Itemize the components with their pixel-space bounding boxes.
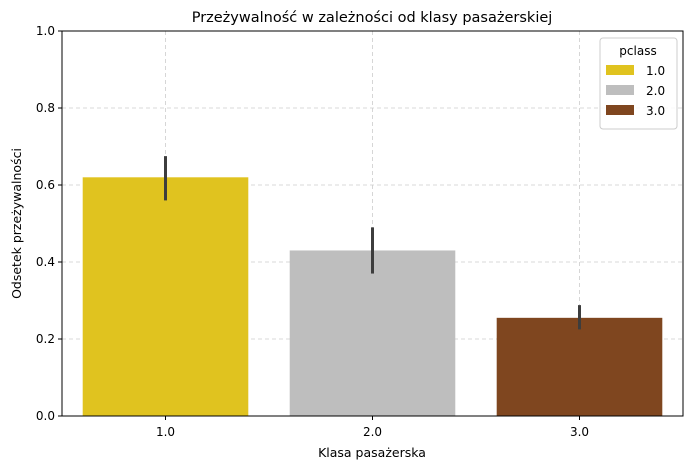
y-tick-label: 1.0 [36, 24, 55, 38]
x-tick-label: 1.0 [156, 425, 175, 439]
error-bars [164, 156, 581, 330]
y-tick-label: 0.0 [36, 409, 55, 423]
legend-entries: 1.0 2.0 3.0 [606, 64, 665, 118]
chart-title: Przeżywalność w zależności od klasy pasa… [192, 10, 553, 26]
bar-1.0 [82, 177, 249, 416]
legend: pclass 1.0 2.0 3.0 [599, 37, 678, 130]
legend-label: 3.0 [646, 104, 665, 118]
x-tick-label: 3.0 [570, 425, 589, 439]
legend-swatch-1.0 [606, 65, 634, 75]
x-axis-ticks: 1.0 2.0 3.0 [156, 416, 589, 439]
legend-label: 1.0 [646, 64, 665, 78]
bar-2.0 [289, 250, 456, 416]
x-axis-label: Klasa pasażerska [318, 445, 426, 460]
y-axis-ticks: 0.0 0.2 0.4 0.6 0.8 1.0 [36, 24, 62, 423]
legend-title: pclass [619, 44, 656, 58]
y-tick-label: 0.2 [36, 332, 55, 346]
legend-swatch-3.0 [606, 105, 634, 115]
y-tick-label: 0.6 [36, 178, 55, 192]
bar-3.0 [496, 317, 663, 416]
y-tick-label: 0.8 [36, 101, 55, 115]
legend-swatch-2.0 [606, 85, 634, 95]
y-axis-label: Odsetek przeżywalności [9, 148, 24, 299]
legend-label: 2.0 [646, 84, 665, 98]
y-tick-label: 0.4 [36, 255, 55, 269]
x-tick-label: 2.0 [363, 425, 382, 439]
bars [82, 177, 663, 416]
